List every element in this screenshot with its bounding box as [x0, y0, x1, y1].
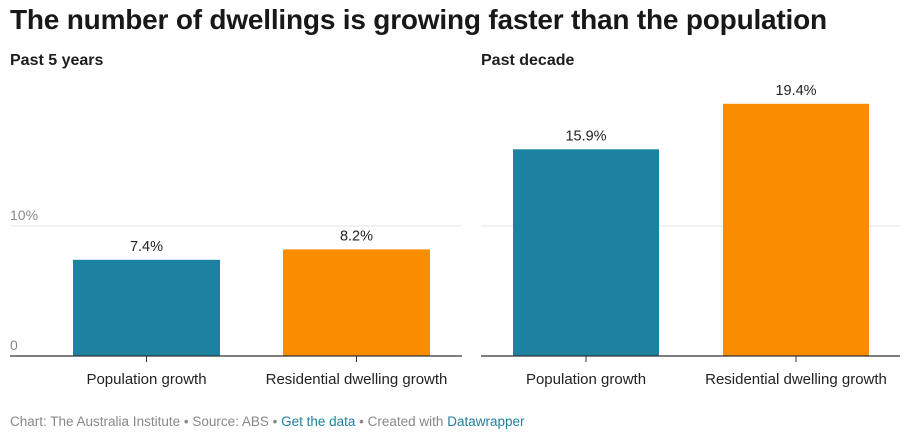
panel-title-past-decade: Past decade [481, 52, 575, 69]
chart-credit: Chart: The Australia Institute [10, 414, 181, 429]
x-tick-label: Residential dwelling growth [266, 371, 448, 388]
data-label: 8.2% [340, 228, 373, 244]
panel-title-past-5-years: Past 5 years [10, 52, 104, 69]
chart-title: The number of dwellings is growing faste… [10, 4, 827, 35]
bar-population [73, 259, 220, 356]
data-label: 15.9% [565, 128, 606, 144]
source: Source: ABS [192, 414, 269, 429]
data-label: 19.4% [775, 83, 816, 99]
separator: • [355, 414, 368, 429]
y-tick-label: 0 [10, 337, 18, 353]
y-tick-label: 10% [10, 207, 38, 223]
created-with: Created with [367, 414, 448, 429]
datawrapper-link[interactable]: Datawrapper [447, 414, 525, 429]
bar-dwelling [723, 103, 869, 356]
x-tick-label: Residential dwelling growth [705, 371, 887, 388]
get-data-link[interactable]: Get the data [281, 414, 356, 429]
x-tick-label: Population growth [86, 371, 206, 388]
x-tick-label: Population growth [526, 371, 646, 388]
bar-population [513, 149, 659, 356]
separator: • [180, 414, 193, 429]
bar-dwelling [283, 249, 430, 356]
footer: Chart: The Australia Institute • Source:… [10, 414, 525, 429]
data-label: 7.4% [130, 239, 163, 255]
separator: • [268, 414, 282, 429]
